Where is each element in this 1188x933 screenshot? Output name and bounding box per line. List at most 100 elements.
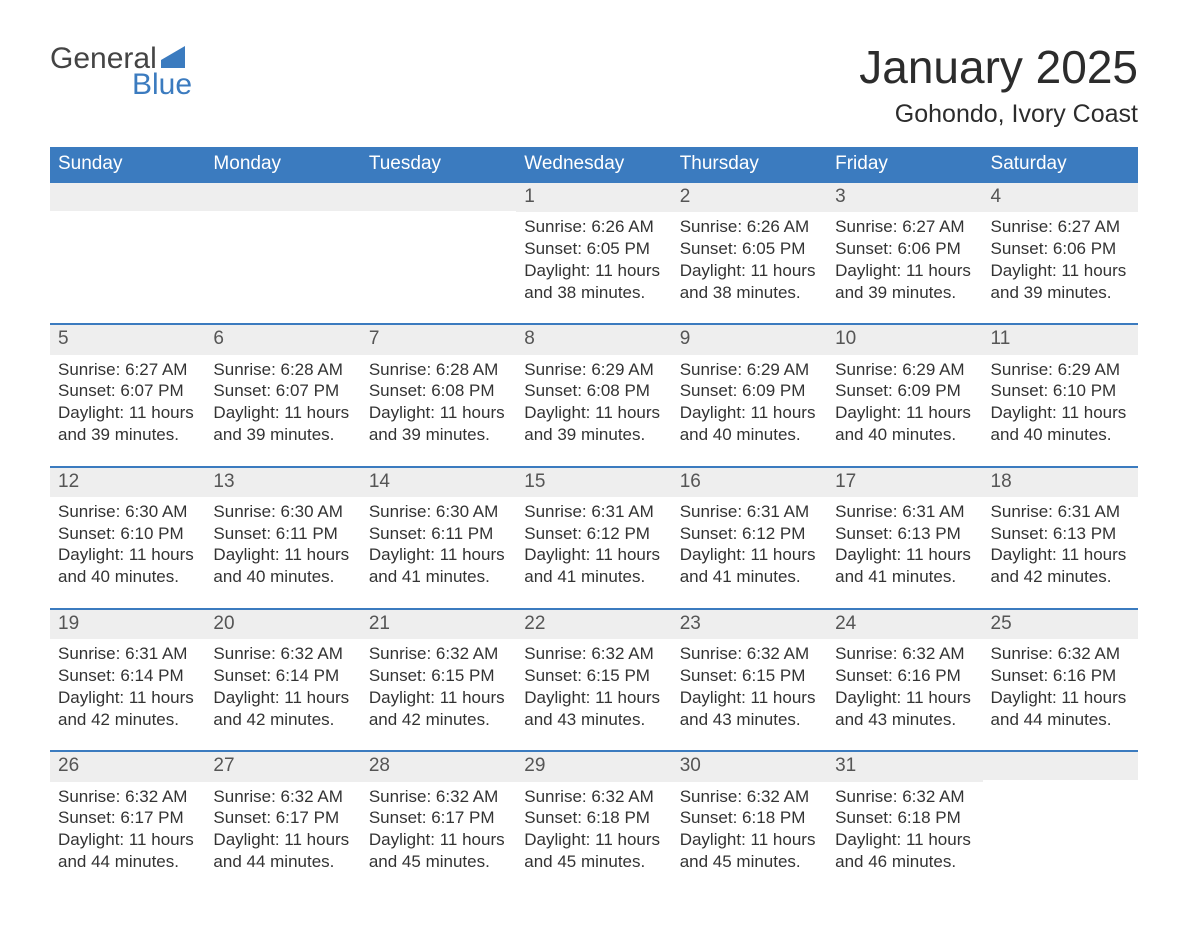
- day-number: 22: [516, 610, 671, 639]
- weekday-header: Tuesday: [361, 147, 516, 183]
- day-number: 16: [672, 468, 827, 497]
- sunset-text: Sunset: 6:16 PM: [835, 665, 974, 687]
- day-number: 14: [361, 468, 516, 497]
- sunrise-text: Sunrise: 6:31 AM: [524, 501, 663, 523]
- daylight-text: Daylight: 11 hours and 40 minutes.: [58, 544, 197, 588]
- day-number: 29: [516, 752, 671, 781]
- daylight-text: Daylight: 11 hours and 39 minutes.: [369, 402, 508, 446]
- day-cell: 21Sunrise: 6:32 AMSunset: 6:15 PMDayligh…: [361, 610, 516, 750]
- weekday-header: Saturday: [983, 147, 1138, 183]
- day-number: 23: [672, 610, 827, 639]
- day-cell: 13Sunrise: 6:30 AMSunset: 6:11 PMDayligh…: [205, 468, 360, 608]
- day-cell: 30Sunrise: 6:32 AMSunset: 6:18 PMDayligh…: [672, 752, 827, 892]
- day-cell: 8 Sunrise: 6:29 AMSunset: 6:08 PMDaylight…: [516, 325, 671, 465]
- day-cell: 18Sunrise: 6:31 AMSunset: 6:13 PMDayligh…: [983, 468, 1138, 608]
- sunrise-text: Sunrise: 6:30 AM: [58, 501, 197, 523]
- daylight-text: Daylight: 11 hours and 44 minutes.: [991, 687, 1130, 731]
- day-number: [361, 183, 516, 211]
- sunrise-text: Sunrise: 6:31 AM: [58, 643, 197, 665]
- day-content: Sunrise: 6:32 AMSunset: 6:16 PMDaylight:…: [983, 639, 1138, 730]
- day-content: Sunrise: 6:32 AMSunset: 6:15 PMDaylight:…: [361, 639, 516, 730]
- sunset-text: Sunset: 6:08 PM: [524, 380, 663, 402]
- day-cell: 9Sunrise: 6:29 AMSunset: 6:09 PMDaylight…: [672, 325, 827, 465]
- sunrise-text: Sunrise: 6:29 AM: [524, 359, 663, 381]
- day-number: 5: [50, 325, 205, 354]
- sunset-text: Sunset: 6:08 PM: [369, 380, 508, 402]
- day-cell: 17Sunrise: 6:31 AMSunset: 6:13 PMDayligh…: [827, 468, 982, 608]
- calendar-page: General Blue January 2025 Gohondo, Ivory…: [0, 0, 1188, 933]
- day-content: Sunrise: 6:32 AMSunset: 6:18 PMDaylight:…: [516, 782, 671, 873]
- sunset-text: Sunset: 6:05 PM: [524, 238, 663, 260]
- sunrise-text: Sunrise: 6:28 AM: [213, 359, 352, 381]
- day-content: Sunrise: 6:31 AMSunset: 6:12 PMDaylight:…: [516, 497, 671, 588]
- sunrise-text: Sunrise: 6:32 AM: [835, 786, 974, 808]
- day-cell: 16Sunrise: 6:31 AMSunset: 6:12 PMDayligh…: [672, 468, 827, 608]
- sunset-text: Sunset: 6:11 PM: [213, 523, 352, 545]
- sunset-text: Sunset: 6:09 PM: [680, 380, 819, 402]
- day-number: 8: [516, 325, 671, 354]
- day-number: [205, 183, 360, 211]
- sunset-text: Sunset: 6:13 PM: [835, 523, 974, 545]
- day-cell: [361, 183, 516, 323]
- daylight-text: Daylight: 11 hours and 41 minutes.: [524, 544, 663, 588]
- day-number: 25: [983, 610, 1138, 639]
- day-number: [50, 183, 205, 211]
- day-cell: 24Sunrise: 6:32 AMSunset: 6:16 PMDayligh…: [827, 610, 982, 750]
- daylight-text: Daylight: 11 hours and 45 minutes.: [369, 829, 508, 873]
- day-number: 19: [50, 610, 205, 639]
- sunrise-text: Sunrise: 6:27 AM: [835, 216, 974, 238]
- month-title: January 2025: [859, 40, 1138, 94]
- day-content: Sunrise: 6:32 AMSunset: 6:16 PMDaylight:…: [827, 639, 982, 730]
- sunrise-text: Sunrise: 6:27 AM: [991, 216, 1130, 238]
- sunrise-text: Sunrise: 6:28 AM: [369, 359, 508, 381]
- daylight-text: Daylight: 11 hours and 39 minutes.: [835, 260, 974, 304]
- day-cell: [983, 752, 1138, 892]
- sunset-text: Sunset: 6:14 PM: [58, 665, 197, 687]
- sunrise-text: Sunrise: 6:32 AM: [835, 643, 974, 665]
- day-number: 9: [672, 325, 827, 354]
- day-number: 11: [983, 325, 1138, 354]
- daylight-text: Daylight: 11 hours and 40 minutes.: [835, 402, 974, 446]
- sunrise-text: Sunrise: 6:30 AM: [213, 501, 352, 523]
- daylight-text: Daylight: 11 hours and 43 minutes.: [524, 687, 663, 731]
- weekday-header: Thursday: [672, 147, 827, 183]
- day-number: 3: [827, 183, 982, 212]
- day-cell: 28Sunrise: 6:32 AMSunset: 6:17 PMDayligh…: [361, 752, 516, 892]
- day-number: 20: [205, 610, 360, 639]
- day-cell: 15Sunrise: 6:31 AMSunset: 6:12 PMDayligh…: [516, 468, 671, 608]
- weekday-header-row: Sunday Monday Tuesday Wednesday Thursday…: [50, 147, 1138, 183]
- day-content: Sunrise: 6:26 AMSunset: 6:05 PMDaylight:…: [516, 212, 671, 303]
- sunrise-text: Sunrise: 6:29 AM: [680, 359, 819, 381]
- daylight-text: Daylight: 11 hours and 39 minutes.: [58, 402, 197, 446]
- day-content: Sunrise: 6:27 AMSunset: 6:06 PMDaylight:…: [827, 212, 982, 303]
- daylight-text: Daylight: 11 hours and 42 minutes.: [58, 687, 197, 731]
- daylight-text: Daylight: 11 hours and 43 minutes.: [680, 687, 819, 731]
- day-cell: 5Sunrise: 6:27 AMSunset: 6:07 PMDaylight…: [50, 325, 205, 465]
- day-content: Sunrise: 6:32 AMSunset: 6:18 PMDaylight:…: [827, 782, 982, 873]
- day-number: 27: [205, 752, 360, 781]
- sunset-text: Sunset: 6:05 PM: [680, 238, 819, 260]
- day-number: 4: [983, 183, 1138, 212]
- week-row: 1Sunrise: 6:26 AMSunset: 6:05 PMDaylight…: [50, 183, 1138, 323]
- sunset-text: Sunset: 6:17 PM: [369, 807, 508, 829]
- day-content: Sunrise: 6:29 AMSunset: 6:09 PMDaylight:…: [827, 355, 982, 446]
- weekday-header: Sunday: [50, 147, 205, 183]
- day-number: 15: [516, 468, 671, 497]
- daylight-text: Daylight: 11 hours and 42 minutes.: [369, 687, 508, 731]
- day-number: 30: [672, 752, 827, 781]
- sunrise-text: Sunrise: 6:32 AM: [524, 786, 663, 808]
- day-number: 13: [205, 468, 360, 497]
- day-content: Sunrise: 6:32 AMSunset: 6:14 PMDaylight:…: [205, 639, 360, 730]
- daylight-text: Daylight: 11 hours and 45 minutes.: [524, 829, 663, 873]
- sunrise-text: Sunrise: 6:26 AM: [680, 216, 819, 238]
- day-number: 24: [827, 610, 982, 639]
- sunset-text: Sunset: 6:12 PM: [524, 523, 663, 545]
- daylight-text: Daylight: 11 hours and 39 minutes.: [524, 402, 663, 446]
- sunset-text: Sunset: 6:07 PM: [213, 380, 352, 402]
- sunrise-text: Sunrise: 6:31 AM: [680, 501, 819, 523]
- day-number: 31: [827, 752, 982, 781]
- day-content: Sunrise: 6:27 AMSunset: 6:06 PMDaylight:…: [983, 212, 1138, 303]
- day-content: Sunrise: 6:31 AMSunset: 6:13 PMDaylight:…: [983, 497, 1138, 588]
- daylight-text: Daylight: 11 hours and 40 minutes.: [991, 402, 1130, 446]
- day-content: Sunrise: 6:29 AMSunset: 6:09 PMDaylight:…: [672, 355, 827, 446]
